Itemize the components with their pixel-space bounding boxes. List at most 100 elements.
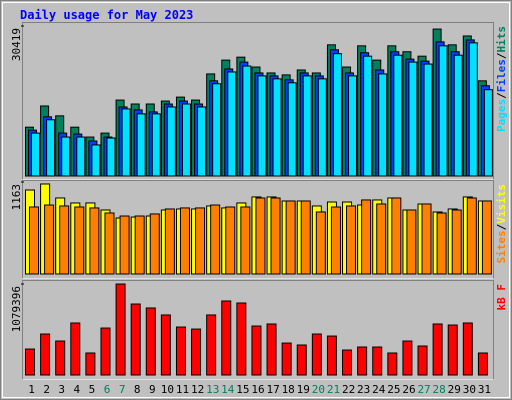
x-tick-label: 28 <box>433 383 446 396</box>
x-tick-label: 8 <box>134 383 141 396</box>
x-tick-label: 4 <box>74 383 81 396</box>
x-tick-label: 7 <box>119 383 126 396</box>
x-tick-label: 15 <box>236 383 249 396</box>
bar <box>270 197 281 275</box>
bar <box>332 53 342 177</box>
legend-entry: Hits <box>495 26 508 53</box>
x-tick-label: 10 <box>161 383 174 396</box>
bar <box>272 78 282 177</box>
x-tick-label: 11 <box>176 383 189 396</box>
bar <box>227 71 237 177</box>
bar <box>210 204 221 275</box>
bar <box>40 333 51 376</box>
legend-separator: / <box>495 92 508 99</box>
bar <box>391 197 402 275</box>
bar <box>206 314 217 376</box>
bar <box>266 323 277 376</box>
y-tick-label: 30419 <box>10 28 23 61</box>
bar <box>166 106 176 177</box>
bar <box>221 300 232 376</box>
bar <box>25 348 35 376</box>
bar <box>408 61 418 177</box>
bar <box>236 302 247 376</box>
bar <box>195 207 206 275</box>
bar <box>29 206 39 275</box>
bar <box>357 346 368 376</box>
bar <box>361 199 372 275</box>
bar <box>296 344 307 376</box>
bar <box>317 78 327 177</box>
bar <box>44 204 55 275</box>
x-tick-label: 2 <box>43 383 50 396</box>
bar <box>164 208 175 275</box>
bar <box>151 113 161 177</box>
bar <box>376 203 387 275</box>
bar <box>387 352 398 376</box>
bar <box>287 82 297 177</box>
bar <box>115 283 126 376</box>
x-tick-label: 12 <box>191 383 204 396</box>
bar <box>483 89 493 177</box>
bar <box>76 136 86 177</box>
legend-entry: kB F <box>495 284 508 311</box>
x-tick-label: 29 <box>448 383 461 396</box>
legend: Pages/Files/Hits <box>495 26 508 132</box>
x-tick-label: 31 <box>478 383 491 396</box>
bar <box>119 215 130 275</box>
x-tick-label: 14 <box>221 383 235 396</box>
bar <box>423 63 433 177</box>
bar <box>59 205 70 275</box>
bar <box>251 325 262 376</box>
bar <box>466 197 477 275</box>
bar <box>145 307 156 376</box>
bar <box>255 197 266 275</box>
bar <box>468 42 478 177</box>
bar <box>378 73 388 177</box>
bar <box>363 55 373 177</box>
legend-separator: / <box>495 52 508 59</box>
bar <box>302 75 312 177</box>
bar <box>242 65 252 177</box>
bar <box>179 207 190 275</box>
bar <box>31 132 40 177</box>
x-tick-label: 1 <box>28 383 35 396</box>
bar <box>348 75 358 177</box>
x-tick-label: 16 <box>251 383 264 396</box>
bar <box>326 335 337 376</box>
bar <box>372 346 383 376</box>
bar <box>181 103 191 177</box>
bar <box>70 322 81 376</box>
x-tick-label: 24 <box>372 383 386 396</box>
bar <box>134 215 145 275</box>
bar <box>393 54 403 177</box>
bar <box>61 136 71 177</box>
legend-entry: Sites <box>495 230 508 263</box>
bar <box>436 212 447 275</box>
bar <box>74 206 85 275</box>
bar <box>55 340 66 376</box>
chart-title: Daily usage for May 2023 <box>20 8 193 22</box>
x-tick-label: 25 <box>387 383 400 396</box>
legend: Sites/Visits <box>495 184 508 264</box>
bar <box>160 314 171 376</box>
bar <box>311 333 322 376</box>
legend: kB F <box>495 284 508 311</box>
bar <box>477 352 488 376</box>
y-tick-label: 1163 <box>10 184 23 211</box>
bar <box>281 342 292 376</box>
bar <box>106 137 116 177</box>
x-tick-label: 27 <box>417 383 430 396</box>
x-tick-label: 23 <box>357 383 370 396</box>
bar <box>136 113 146 177</box>
bar <box>130 303 141 376</box>
x-tick-label: 5 <box>89 383 96 396</box>
bar <box>104 212 115 275</box>
bar <box>451 209 462 275</box>
x-tick-label: 6 <box>104 383 111 396</box>
bar <box>225 206 236 275</box>
bar <box>402 340 413 376</box>
y-tick-label: 1079396 <box>10 286 23 332</box>
